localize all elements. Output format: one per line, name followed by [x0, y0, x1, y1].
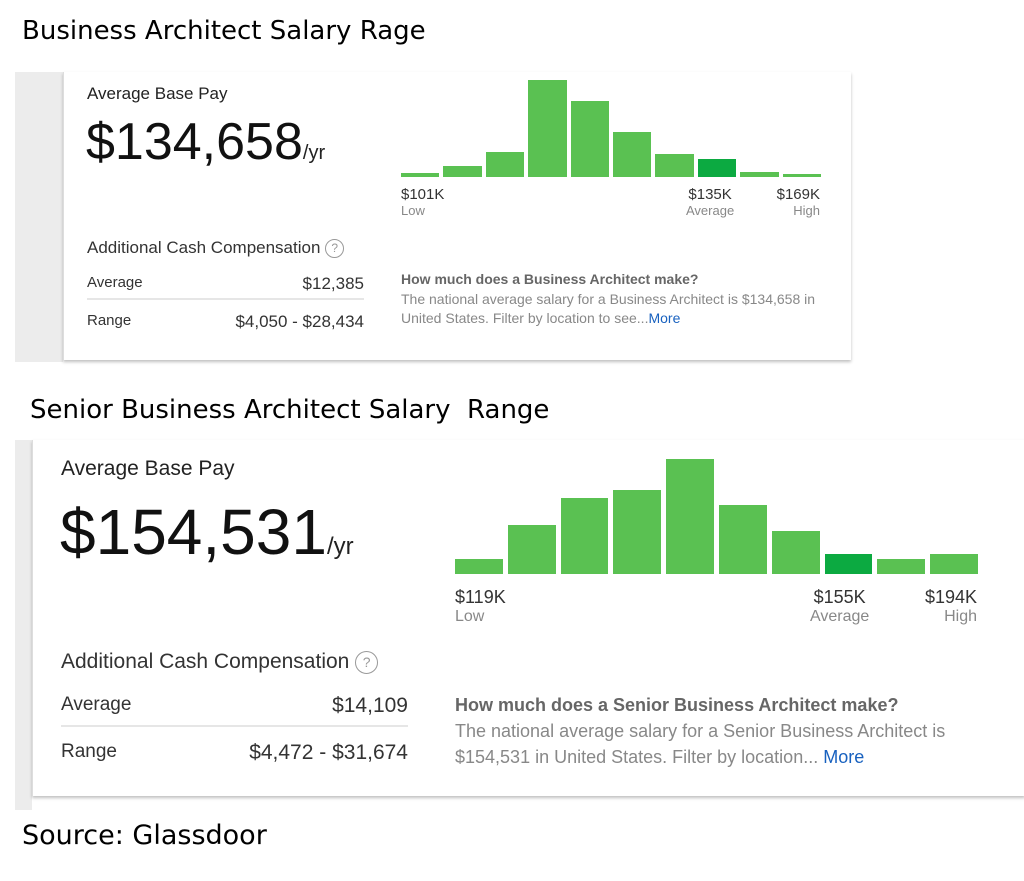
row-value: $14,109: [332, 694, 408, 717]
salary-histogram: [401, 80, 821, 177]
tick-high: $169K High: [770, 186, 820, 218]
row-label: Average: [61, 694, 132, 715]
histogram-bar: [613, 132, 652, 177]
histogram-bar: [666, 459, 714, 574]
tick-sub: Low: [455, 607, 485, 625]
average-base-pay-label: Average Base Pay: [87, 84, 228, 103]
divider: [87, 298, 364, 300]
per-year: /yr: [302, 142, 326, 164]
average-base-pay-value: $134,658/yr: [86, 112, 325, 172]
histogram-bar: [930, 554, 978, 574]
average-base-pay-value: $154,531/yr: [60, 495, 354, 569]
info-text: The national average salary for a Senior…: [455, 721, 946, 768]
histogram-bar: [455, 559, 503, 574]
salary-amount: $154,531: [60, 496, 327, 568]
row-label: Range: [61, 741, 117, 762]
salary-histogram: [455, 459, 978, 574]
histogram-bar: [655, 153, 694, 177]
tick-low: $101K Low: [401, 186, 445, 218]
comp-row-average: Average $12,385: [87, 274, 364, 294]
per-year: /yr: [326, 533, 354, 560]
row-label: Range: [87, 312, 132, 329]
histogram-bar-average: [697, 158, 737, 177]
histogram-bar: [740, 172, 779, 177]
additional-cash-label: Additional Cash Compensation ?: [61, 650, 379, 674]
salary-card: [63, 72, 851, 360]
histogram-bar: [485, 151, 525, 177]
histogram-bar: [877, 559, 926, 574]
salary-amount: $134,658: [86, 113, 303, 171]
salary-info: How much does a Senior Business Architec…: [455, 692, 980, 770]
tick-sub: High: [944, 607, 977, 625]
comp-row-average: Average $14,109: [61, 694, 408, 718]
tick-value: $119K: [455, 587, 506, 607]
tick-high: $194K High: [907, 587, 977, 625]
histogram-bar: [570, 101, 609, 177]
salary-card: [32, 440, 1024, 796]
additional-cash-label: Additional Cash Compensation ?: [87, 238, 345, 259]
more-link[interactable]: More: [823, 747, 865, 768]
histogram-bar: [507, 524, 556, 574]
salary-info: How much does a Business Architect make?…: [401, 270, 821, 329]
tick-sub: Average: [686, 202, 735, 218]
average-base-pay-label: Average Base Pay: [61, 457, 235, 480]
histogram-bar-average: [824, 554, 873, 574]
help-icon[interactable]: ?: [325, 239, 345, 259]
comp-row-range: Range $4,050 - $28,434: [87, 312, 364, 332]
section-heading: Senior Business Architect Salary Range: [30, 395, 550, 425]
histogram-bar: [560, 498, 609, 574]
histogram-bar: [528, 80, 567, 177]
tick-value: $101K: [401, 186, 445, 203]
divider: [61, 725, 408, 727]
help-icon[interactable]: ?: [355, 650, 379, 674]
panel-background: [15, 72, 63, 362]
row-value: $4,472 - $31,674: [249, 741, 408, 764]
comp-row-range: Range $4,472 - $31,674: [61, 741, 408, 765]
tick-value: $135K: [688, 186, 732, 203]
tick-average: $155K Average: [810, 587, 870, 625]
info-title: How much does a Senior Business Architec…: [455, 695, 899, 715]
section-heading: Business Architect Salary Rage: [22, 16, 426, 46]
panel-background: [15, 440, 32, 810]
tick-value: $194K: [924, 587, 977, 607]
tick-sub: Average: [810, 607, 870, 625]
histogram-bar: [782, 174, 821, 177]
row-label: Average: [87, 274, 143, 291]
tick-sub: Low: [401, 202, 425, 218]
source-caption: Source: Glassdoor: [22, 820, 267, 851]
tick-average: $135K Average: [686, 186, 735, 218]
histogram-bar: [719, 505, 767, 574]
more-link[interactable]: More: [648, 310, 681, 327]
tick-low: $119K Low: [455, 587, 506, 625]
additional-cash-text: Additional Cash Compensation: [87, 238, 321, 257]
info-title: How much does a Business Architect make?: [401, 271, 699, 287]
tick-value: $169K: [776, 186, 820, 203]
row-value: $4,050 - $28,434: [235, 312, 364, 331]
additional-cash-text: Additional Cash Compensation: [61, 650, 350, 673]
histogram-bar: [401, 173, 440, 177]
info-text: The national average salary for a Busine…: [401, 290, 816, 327]
histogram-bar: [443, 166, 482, 177]
tick-value: $155K: [813, 587, 866, 607]
histogram-bar: [771, 531, 820, 574]
tick-sub: High: [793, 202, 820, 218]
row-value: $12,385: [302, 274, 364, 293]
histogram-bar: [613, 490, 662, 574]
